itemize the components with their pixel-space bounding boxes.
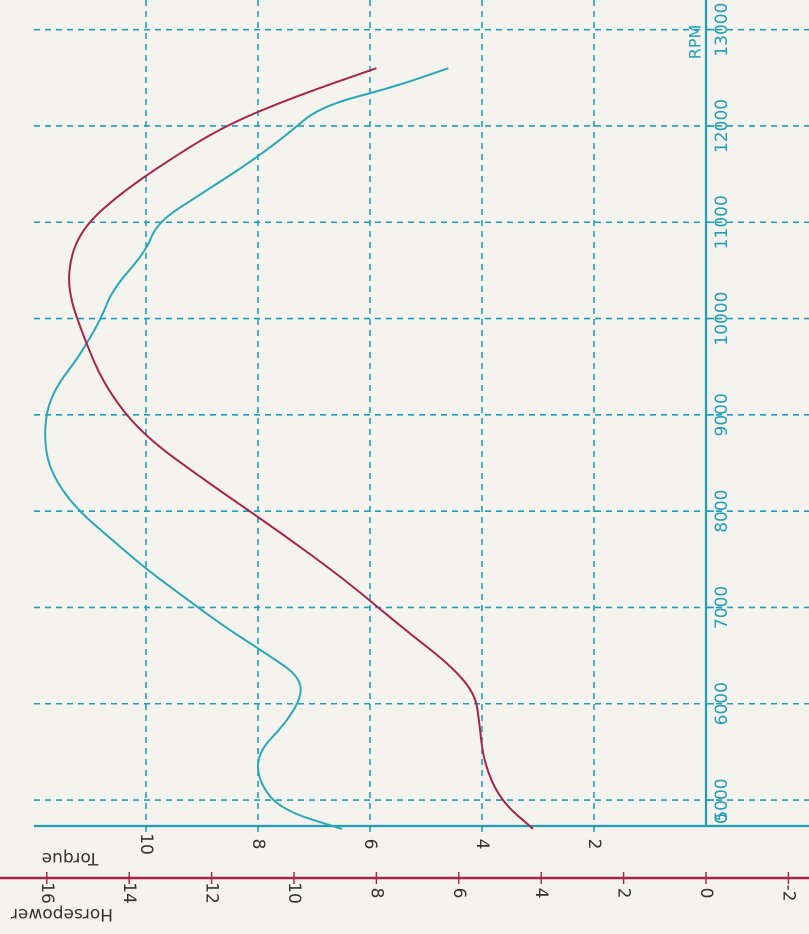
horsepower-tick-label: 10 — [284, 882, 304, 904]
series-layer — [44, 67, 534, 830]
torque-series-line — [44, 67, 449, 830]
horsepower-tick-label: 8 — [366, 888, 386, 899]
horsepower-tick-label: 4 — [531, 888, 551, 899]
torque-tick-label: 8 — [248, 839, 268, 850]
horsepower-tick-label: 14 — [119, 882, 139, 904]
torque-axis-title: Torque — [42, 848, 100, 868]
axes-layer — [0, 0, 809, 884]
rpm-tick-label: 13000 — [712, 3, 732, 57]
torque-tick-label: 2 — [584, 839, 604, 850]
rpm-tick-label: 5000 — [712, 778, 732, 821]
horsepower-axis-title: Horsepower — [11, 904, 113, 924]
horsepower-tick-label: -2 — [778, 885, 798, 902]
torque-tick-label: 4 — [472, 839, 492, 850]
rpm-axis-title: RPM — [686, 25, 705, 60]
grid-layer — [34, 0, 809, 826]
rpm-tick-label: 6000 — [712, 682, 732, 725]
rpm-tick-label: 11000 — [712, 195, 732, 249]
rpm-zero-label: 0 — [712, 813, 732, 824]
rpm-tick-label: 7000 — [712, 586, 732, 629]
rpm-tick-label: 10000 — [712, 291, 732, 345]
rpm-tick-label: 12000 — [712, 99, 732, 153]
labels-layer: 5000 6000 7000 8000 9000 10000 11000 12000 13000… — [11, 3, 798, 924]
rpm-tick-label: 9000 — [712, 393, 732, 436]
horsepower-tick-label: 0 — [696, 888, 716, 899]
horsepower-tick-label: 2 — [614, 888, 634, 899]
horsepower-tick-label: 16 — [37, 882, 57, 904]
torque-tick-label: 6 — [360, 839, 380, 850]
horsepower-tick-label: 6 — [449, 888, 469, 899]
horsepower-series-line — [68, 67, 534, 830]
rpm-tick-label: 8000 — [712, 490, 732, 533]
torque-tick-label: 10 — [136, 833, 156, 855]
horsepower-tick-label: 12 — [202, 882, 222, 904]
